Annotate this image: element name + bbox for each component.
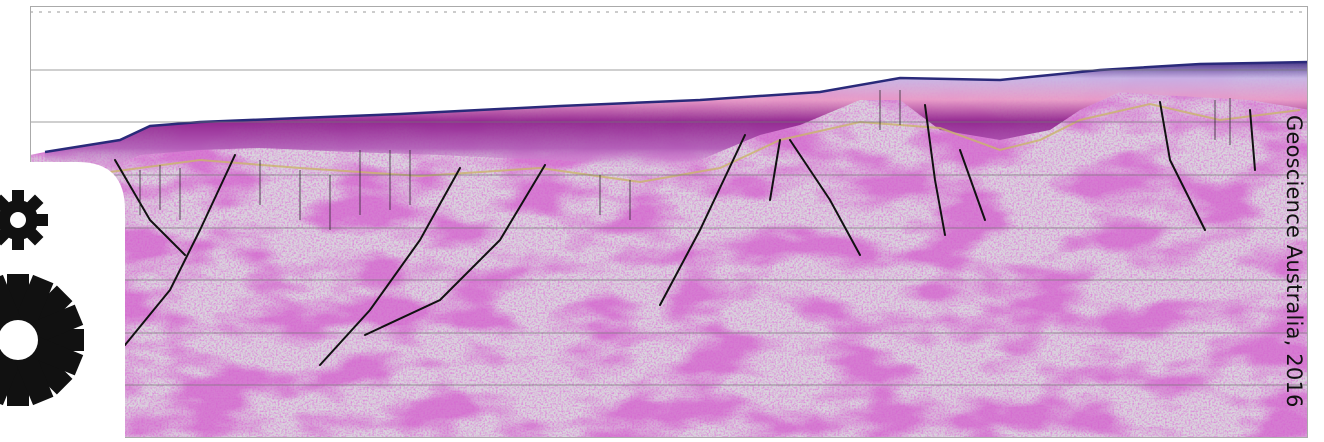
image-credit: Geoscience Australia, 2016 [1282,115,1306,408]
seismic-image [30,6,1308,438]
gear-icon [0,190,84,406]
